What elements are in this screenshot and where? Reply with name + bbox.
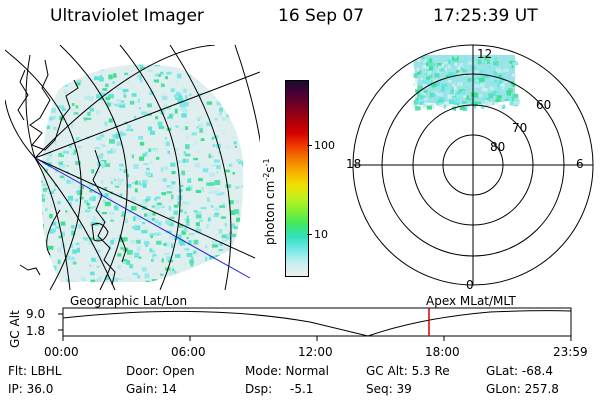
info-gc-alt: GC Alt: 5.3 Re xyxy=(366,364,450,378)
colorbar xyxy=(285,80,309,277)
info-filter: Flt: LBHL xyxy=(8,364,62,378)
mlat-label-70: 70 xyxy=(512,121,528,135)
timeline-right-title: Apex MLat/MLT xyxy=(426,294,516,308)
mlt-label-0: 0 xyxy=(466,278,474,292)
coastline xyxy=(17,59,127,286)
timeline-ybottom: 1.8 xyxy=(26,324,46,338)
x-tick-1200: 12:00 xyxy=(298,345,333,359)
mlt-label-18: 18 xyxy=(346,157,362,171)
date-label: 16 Sep 07 xyxy=(278,6,365,26)
time-label: 17:25:39 UT xyxy=(433,6,538,26)
x-tick-1800: 18:00 xyxy=(425,345,460,359)
info-seq: Seq: 39 xyxy=(366,382,412,396)
x-tick-0600: 06:00 xyxy=(171,345,206,359)
mlat-label-60: 60 xyxy=(536,98,552,112)
mlat-label-80: 80 xyxy=(490,140,506,154)
aurora-disk xyxy=(41,64,244,283)
info-dsp: Dsp: xyxy=(245,382,273,396)
colorbar-tick-100: 100 xyxy=(314,139,335,152)
x-tick-0000: 00:00 xyxy=(44,345,79,359)
instrument-title: Ultraviolet Imager xyxy=(50,6,204,26)
info-gain: Gain: 14 xyxy=(126,382,177,396)
altitude-curve xyxy=(62,310,572,337)
timeline-ytop: 9.0 xyxy=(26,307,46,321)
mlt-label-12: 12 xyxy=(477,47,493,61)
info-mode: Mode: Normal xyxy=(245,364,329,378)
info-dsp-value: -5.1 xyxy=(290,382,314,396)
geo-grid xyxy=(5,45,260,290)
colorbar-tick-10: 10 xyxy=(314,228,328,241)
mlt-label-6: 6 xyxy=(576,157,584,171)
info-glon: GLon: 257.8 xyxy=(486,382,559,396)
info-door: Door: Open xyxy=(126,364,195,378)
x-tick-2359: 23:59 xyxy=(553,345,588,359)
info-ip: IP: 36.0 xyxy=(8,382,54,396)
orbit-track xyxy=(34,157,251,279)
timeline-left-title: Geographic Lat/Lon xyxy=(70,294,188,308)
info-glat: GLat: -68.4 xyxy=(486,364,553,378)
